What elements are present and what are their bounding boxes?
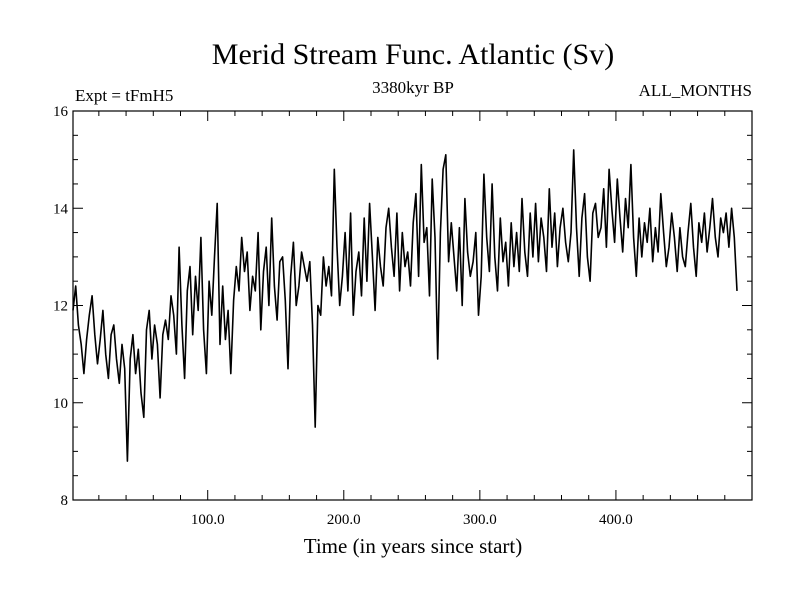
period-label: 3380kyr BP [372,78,454,97]
axis-tick-labels: 8 10 12 14 16 100.0 200.0 300.0 400.0 [53,104,633,528]
experiment-label: Expt = tFmH5 [75,86,173,105]
axis-ticks [73,110,752,501]
series-line [72,149,738,462]
y-tick-label: 12 [53,299,68,315]
months-label: ALL_MONTHS [639,81,752,100]
series-layer [72,149,738,462]
y-tick-label: 8 [61,493,69,509]
y-tick-label: 16 [53,104,69,120]
x-tick-label: 300.0 [463,512,497,528]
x-axis-label: Time (in years since start) [304,534,523,558]
x-tick-label: 100.0 [191,512,225,528]
y-tick-label: 10 [53,396,68,412]
x-tick-label: 400.0 [599,512,633,528]
x-tick-label: 200.0 [327,512,361,528]
y-tick-label: 14 [53,201,69,217]
plot-frame [72,110,753,501]
chart-title: Merid Stream Func. Atlantic (Sv) [212,38,614,71]
